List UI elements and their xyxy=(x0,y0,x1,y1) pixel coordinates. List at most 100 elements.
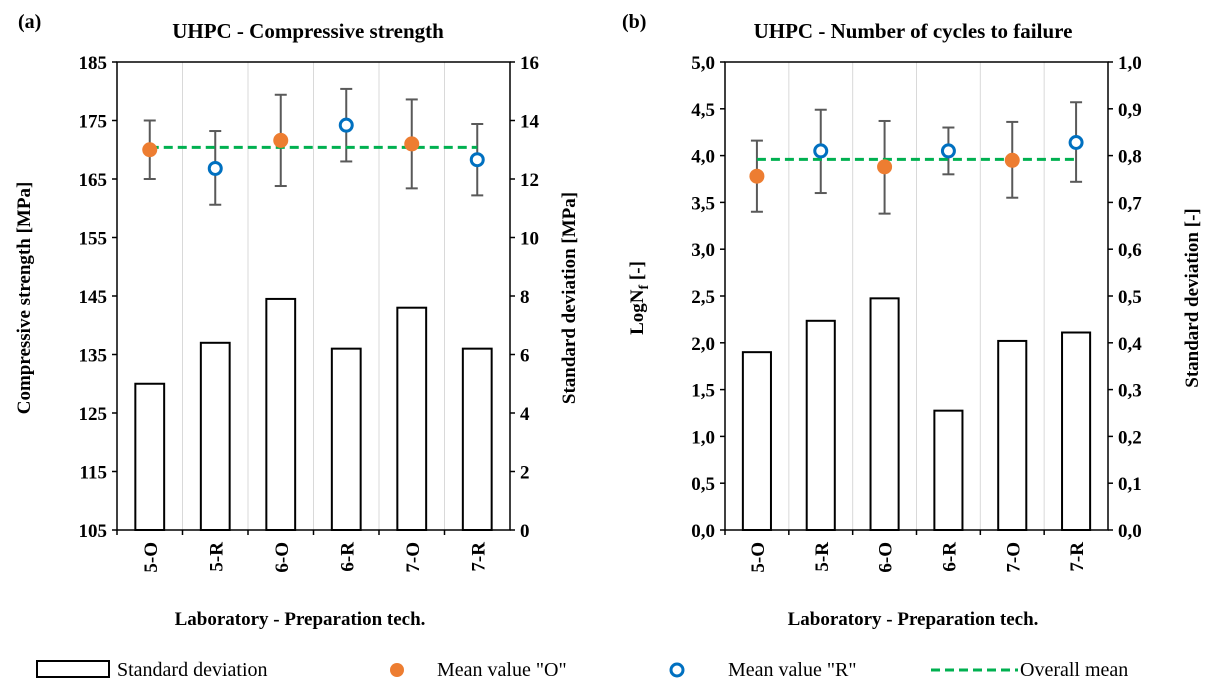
y-axis-left-label-b-main: LogN xyxy=(627,289,648,335)
x-tick-label-a-7-O: 7-O xyxy=(403,542,424,573)
y-right-tick-label-a-0: 0 xyxy=(520,521,530,542)
chart-title-a: UHPC - Compressive strength xyxy=(172,19,444,43)
y-left-tick-label-b-4: 2,0 xyxy=(691,334,715,355)
y-left-tick-label-a-7: 175 xyxy=(79,112,108,133)
mean-r-point-a-6-R xyxy=(338,117,354,133)
y-left-tick-label-b-6: 3,0 xyxy=(691,240,715,261)
y-axis-right-label-b: Standard deviation [-] xyxy=(1182,208,1203,387)
y-left-tick-label-a-1: 115 xyxy=(80,463,107,484)
mean-r-point-a-5-R xyxy=(207,160,223,176)
y-right-tick-label-b-6: 0,6 xyxy=(1118,240,1142,261)
y-left-tick-label-b-2: 1,0 xyxy=(691,427,715,448)
legend-mean-r-label: Mean value "R" xyxy=(728,659,857,681)
y-left-tick-label-b-8: 4,0 xyxy=(691,147,715,168)
x-tick-label-b-7-O: 7-O xyxy=(1003,542,1024,573)
x-tick-label-a-5-O: 5-O xyxy=(141,542,162,573)
legend-mean-o-marker xyxy=(390,663,404,677)
y-right-tick-label-b-8: 0,8 xyxy=(1118,147,1142,168)
x-tick-label-b-5-O: 5-O xyxy=(748,542,769,573)
y-axis-left-label-b-sub: f xyxy=(637,285,652,290)
y-left-tick-label-a-4: 145 xyxy=(79,287,108,308)
x-tick-label-b-6-O: 6-O xyxy=(876,542,897,573)
std-bar-a-6-O xyxy=(265,297,297,531)
y-right-tick-label-b-10: 1,0 xyxy=(1118,53,1142,74)
y-right-tick-label-b-2: 0,2 xyxy=(1118,427,1142,448)
std-bar-b-5-O xyxy=(741,351,772,531)
y-left-tick-label-b-0: 0,0 xyxy=(691,521,715,542)
std-bar-a-7-O xyxy=(396,306,428,532)
y-right-tick-label-a-4: 8 xyxy=(520,287,530,308)
y-left-tick-label-b-9: 4,5 xyxy=(691,100,715,121)
mean-o-point-b-6-O xyxy=(877,159,893,175)
y-right-tick-label-b-0: 0,0 xyxy=(1118,521,1142,542)
y-axis-left-label-a: Compressive strength [MPa] xyxy=(14,182,35,415)
std-bar-b-7-R xyxy=(1061,331,1092,531)
legend-mean-r-marker xyxy=(669,662,685,678)
panel-b-cycles-to-failure: (b) UHPC - Number of cycles to failure L… xyxy=(622,11,1203,630)
y-right-tick-label-b-1: 0,1 xyxy=(1118,474,1142,495)
std-bar-a-5-R xyxy=(199,341,231,531)
y-right-tick-label-a-8: 16 xyxy=(520,53,539,74)
mean-r-point-a-7-R xyxy=(469,152,485,168)
legend-overall-mean-label: Overall mean xyxy=(1020,659,1128,681)
panel-label-a: (a) xyxy=(18,11,41,33)
x-tick-label-b-7-R: 7-R xyxy=(1067,542,1088,572)
x-tick-label-a-6-O: 6-O xyxy=(272,542,293,573)
y-right-tick-label-b-3: 0,3 xyxy=(1118,381,1142,402)
y-left-tick-label-b-1: 0,5 xyxy=(691,474,715,495)
chart-title-b: UHPC - Number of cycles to failure xyxy=(754,19,1073,43)
y-left-tick-label-a-8: 185 xyxy=(79,53,108,74)
y-right-tick-label-a-2: 4 xyxy=(520,404,530,425)
y-right-tick-label-a-6: 12 xyxy=(520,170,539,191)
mean-r-point-b-7-R xyxy=(1068,134,1084,150)
legend: Standard deviation Mean value "O" Mean v… xyxy=(36,659,1128,681)
y-right-tick-label-a-7: 14 xyxy=(520,112,540,133)
y-right-tick-label-a-3: 6 xyxy=(520,346,530,367)
mean-o-point-a-5-O xyxy=(142,142,158,158)
x-tick-label-a-6-R: 6-R xyxy=(337,542,358,572)
mean-o-point-b-5-O xyxy=(749,168,765,184)
y-left-tick-label-a-6: 165 xyxy=(79,170,108,191)
legend-std-swatch xyxy=(36,660,110,678)
y-right-tick-label-a-1: 2 xyxy=(520,463,530,484)
y-right-tick-label-b-5: 0,5 xyxy=(1118,287,1142,308)
x-axis-label-b: Laboratory - Preparation tech. xyxy=(788,609,1039,630)
panel-label-b: (b) xyxy=(622,11,646,33)
std-bar-a-6-R xyxy=(330,347,362,531)
std-bar-a-7-R xyxy=(461,347,493,531)
y-left-tick-label-b-10: 5,0 xyxy=(691,53,715,74)
mean-o-point-a-6-O xyxy=(273,132,289,148)
mean-r-point-b-5-R xyxy=(813,143,829,159)
std-bar-b-7-O xyxy=(997,339,1028,532)
x-tick-label-a-7-R: 7-R xyxy=(468,542,489,572)
y-axis-right-label-a: Standard deviation [MPa] xyxy=(559,192,580,404)
std-bar-b-6-O xyxy=(869,297,900,531)
y-axis-left-label-b-suffix: [-] xyxy=(627,261,648,285)
x-tick-label-b-5-R: 5-R xyxy=(812,542,833,572)
mean-r-point-b-6-R xyxy=(940,143,956,159)
y-right-tick-label-b-4: 0,4 xyxy=(1118,334,1142,355)
y-left-tick-label-b-7: 3,5 xyxy=(691,193,715,214)
y-left-tick-label-a-5: 155 xyxy=(79,229,108,250)
std-bar-a-5-O xyxy=(134,382,166,531)
y-left-tick-label-b-3: 1,5 xyxy=(691,381,715,402)
y-left-tick-label-a-0: 105 xyxy=(79,521,108,542)
std-bar-b-6-R xyxy=(933,409,964,531)
y-left-tick-label-b-5: 2,5 xyxy=(691,287,715,308)
panel-a-compressive-strength: (a) UHPC - Compressive strength Laborato… xyxy=(14,11,580,630)
mean-o-point-b-7-O xyxy=(1004,152,1020,168)
plot-area-a: 105 115 125 135 145 155 165 175 185 0 2 4 6 8 10 12 14 16… xyxy=(79,53,540,573)
y-right-tick-label-b-7: 0,7 xyxy=(1118,193,1142,214)
legend-mean-o-label: Mean value "O" xyxy=(437,659,567,681)
x-tick-label-b-6-R: 6-R xyxy=(939,542,960,572)
std-bar-b-5-R xyxy=(805,319,836,531)
x-tick-label-a-5-R: 5-R xyxy=(206,542,227,572)
legend-std-label: Standard deviation xyxy=(117,659,268,681)
y-axis-left-label-b: LogNf [-] xyxy=(627,261,652,335)
plot-area-b: 0,0 0,5 1,0 1,5 2,0 2,5 3,0 3,5 4,0 4,5 5,0 0,0 0,1 0… xyxy=(691,53,1142,573)
y-left-tick-label-a-2: 125 xyxy=(79,404,108,425)
y-right-tick-label-a-5: 10 xyxy=(520,229,539,250)
y-right-tick-label-b-9: 0,9 xyxy=(1118,100,1142,121)
x-axis-label-a: Laboratory - Preparation tech. xyxy=(175,609,426,630)
